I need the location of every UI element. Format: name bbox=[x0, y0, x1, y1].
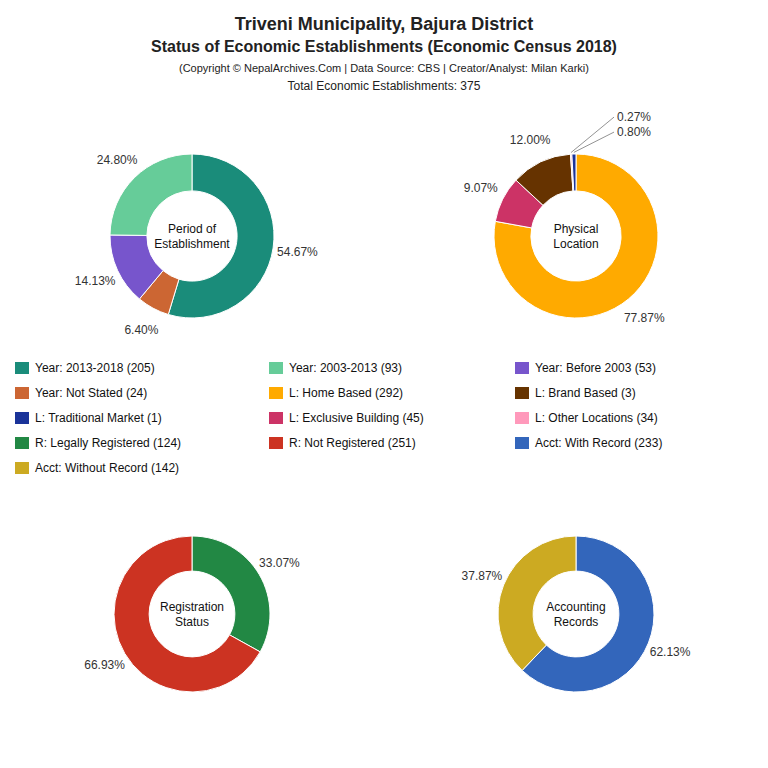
legend-item: R: Legally Registered (124) bbox=[15, 436, 181, 450]
slice bbox=[572, 154, 576, 191]
legend-label: L: Exclusive Building (45) bbox=[289, 411, 424, 425]
legend-label: L: Home Based (292) bbox=[289, 386, 403, 400]
leader-line bbox=[574, 132, 614, 152]
legend-item: R: Not Registered (251) bbox=[269, 436, 416, 450]
annotation: Total Economic Establishments: 375 bbox=[288, 79, 481, 93]
donut-title-line: Establishment bbox=[154, 237, 230, 251]
legend-item: L: Home Based (292) bbox=[269, 386, 403, 400]
data-label: 77.87% bbox=[624, 311, 665, 325]
legend-item: Year: Before 2003 (53) bbox=[515, 361, 656, 375]
legend: Year: 2013-2018 (205) Year: 2003-2013 (93… bbox=[15, 361, 662, 475]
legend-label: Acct: Without Record (142) bbox=[35, 461, 179, 475]
legend-item: L: Exclusive Building (45) bbox=[269, 411, 424, 425]
legend-item: Year: 2003-2013 (93) bbox=[269, 361, 402, 375]
donut-title-line: Physical bbox=[554, 222, 599, 236]
donut-title-line: Accounting bbox=[546, 600, 605, 614]
data-label: 0.80% bbox=[617, 125, 651, 139]
legend-label: Year: Before 2003 (53) bbox=[535, 361, 656, 375]
legend-label: L: Brand Based (3) bbox=[535, 386, 636, 400]
donut-title-line: Status bbox=[175, 615, 209, 629]
slices bbox=[114, 536, 270, 692]
legend-swatch bbox=[269, 362, 283, 374]
legend-swatch bbox=[269, 437, 283, 449]
slices bbox=[110, 154, 274, 318]
donut-chart: AccountingRecords 62.13% 37.87% bbox=[462, 536, 691, 692]
legend-swatch bbox=[269, 412, 283, 424]
legend-item: L: Brand Based (3) bbox=[515, 386, 636, 400]
legend-item: L: Traditional Market (1) bbox=[15, 411, 162, 425]
slice bbox=[192, 536, 270, 652]
slice bbox=[516, 154, 573, 205]
annotation: (Copyright © NepalArchives.Com | Data So… bbox=[179, 62, 589, 74]
legend-swatch bbox=[15, 362, 29, 374]
data-labels: 77.87% 9.07% 12.00% 0.27%0.80% bbox=[464, 110, 665, 325]
legend-swatch bbox=[15, 462, 29, 474]
legend-swatch bbox=[515, 437, 529, 449]
data-label: 0.27% bbox=[617, 110, 651, 124]
legend-swatch bbox=[15, 387, 29, 399]
slices bbox=[498, 536, 654, 692]
donut-title-line: Records bbox=[554, 615, 599, 629]
donut-chart: Period ofEstablishment 54.67% 6.40% 14.13% 2… bbox=[75, 153, 318, 337]
legend-swatch bbox=[269, 387, 283, 399]
donut-title-line: Period of bbox=[168, 222, 217, 236]
legend-label: L: Traditional Market (1) bbox=[35, 411, 162, 425]
data-labels: 54.67% 6.40% 14.13% 24.80% bbox=[75, 153, 318, 337]
donut-title-line: Location bbox=[553, 237, 598, 251]
donut-title: RegistrationStatus bbox=[160, 600, 224, 629]
data-label: 37.87% bbox=[462, 569, 503, 583]
donut-title: AccountingRecords bbox=[546, 600, 605, 629]
data-label: 9.07% bbox=[464, 181, 498, 195]
legend-label: R: Not Registered (251) bbox=[289, 436, 416, 450]
legend-item: Year: 2013-2018 (205) bbox=[15, 361, 155, 375]
donut-chart: RegistrationStatus 33.07% 66.93% bbox=[84, 536, 300, 692]
legend-label: Acct: With Record (233) bbox=[535, 436, 662, 450]
legend-item: Acct: With Record (233) bbox=[515, 436, 662, 450]
data-label: 12.00% bbox=[510, 133, 551, 147]
slice bbox=[114, 536, 260, 692]
data-label: 62.13% bbox=[650, 645, 691, 659]
data-label: 54.67% bbox=[277, 245, 318, 259]
legend-label: L: Other Locations (34) bbox=[535, 411, 658, 425]
donut-chart: PhysicalLocation 77.87% 9.07% 12.00% 0.27%0.… bbox=[464, 110, 665, 325]
data-label: 24.80% bbox=[97, 153, 138, 167]
data-label: 66.93% bbox=[84, 658, 125, 672]
data-label: 33.07% bbox=[259, 556, 300, 570]
slice bbox=[494, 154, 658, 318]
data-label: 6.40% bbox=[124, 323, 158, 337]
legend-swatch bbox=[515, 362, 529, 374]
donut-title: PhysicalLocation bbox=[553, 222, 598, 251]
title: Triveni Municipality, Bajura District bbox=[235, 14, 534, 34]
legend-label: R: Legally Registered (124) bbox=[35, 436, 181, 450]
legend-label: Year: Not Stated (24) bbox=[35, 386, 147, 400]
leader-line bbox=[571, 117, 614, 152]
legend-swatch bbox=[15, 437, 29, 449]
data-label: 14.13% bbox=[75, 274, 116, 288]
donut-title-line: Registration bbox=[160, 600, 224, 614]
legend-item: Acct: Without Record (142) bbox=[15, 461, 179, 475]
subtitle: Status of Economic Establishments (Econo… bbox=[151, 38, 617, 55]
legend-item: Year: Not Stated (24) bbox=[15, 386, 147, 400]
legend-swatch bbox=[15, 412, 29, 424]
donut-title: Period ofEstablishment bbox=[154, 222, 230, 251]
chart-root: Triveni Municipality, Bajura District Sta… bbox=[0, 0, 768, 768]
legend-label: Year: 2013-2018 (205) bbox=[35, 361, 155, 375]
legend-swatch bbox=[515, 412, 529, 424]
legend-label: Year: 2003-2013 (93) bbox=[289, 361, 402, 375]
legend-item: L: Other Locations (34) bbox=[515, 411, 658, 425]
data-labels: 62.13% 37.87% bbox=[462, 569, 691, 658]
legend-swatch bbox=[515, 387, 529, 399]
slices bbox=[494, 154, 658, 318]
data-labels: 33.07% 66.93% bbox=[84, 556, 300, 673]
